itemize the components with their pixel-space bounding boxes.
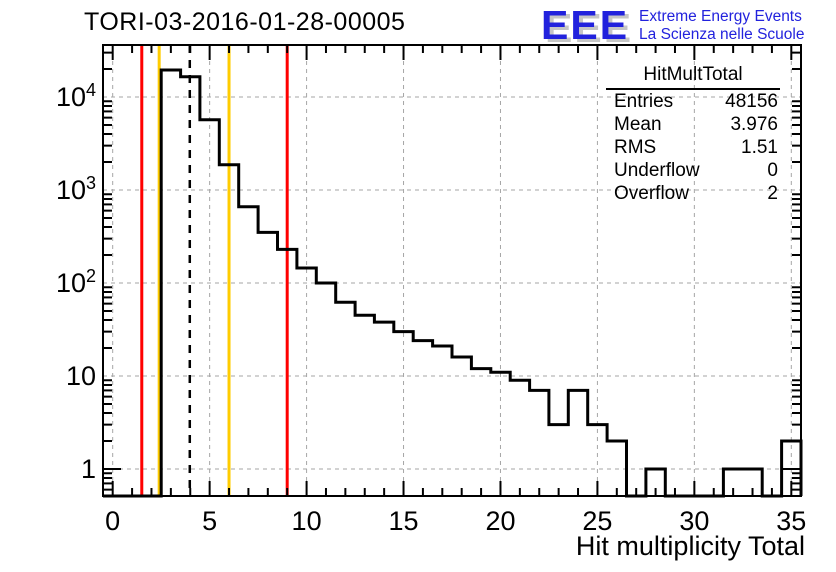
plot-title: TORI-03-2016-01-28-00005 xyxy=(84,8,406,36)
y-tick-label: 103 xyxy=(56,173,96,205)
stats-box-rows: Entries 48156 Mean 3.976 RMS 1.51 Underflow 0 Ov… xyxy=(606,90,780,205)
y-tick-label: 102 xyxy=(56,266,96,298)
stat-row-underflow: Underflow 0 xyxy=(606,159,780,182)
stat-value: 3.976 xyxy=(730,114,778,135)
x-tick-label: 5 xyxy=(202,506,217,536)
eee-logo: EEE Extreme Energy Events La Scienza nel… xyxy=(541,2,805,48)
x-tick-label: 30 xyxy=(679,506,709,536)
histogram-step-line xyxy=(103,68,803,498)
stat-value: 0 xyxy=(767,160,778,181)
eee-logo-line2: La Scienza nelle Scuole xyxy=(639,26,805,43)
stat-label: Entries xyxy=(614,91,674,112)
x-tick-label: 0 xyxy=(105,506,120,536)
x-tick-label: 20 xyxy=(485,506,515,536)
stat-row-mean: Mean 3.976 xyxy=(606,113,780,136)
x-tick-label: 10 xyxy=(292,506,322,536)
eee-logo-line1: Extreme Energy Events xyxy=(639,8,802,25)
y-tick-label: 104 xyxy=(56,80,96,112)
stats-box-title: HitMultTotal xyxy=(606,64,780,90)
stat-row-overflow: Overflow 2 xyxy=(606,182,780,205)
stat-row-rms: RMS 1.51 xyxy=(606,136,780,159)
eee-logo-text: Extreme Energy Events La Scienza nelle S… xyxy=(639,5,804,44)
stat-value: 2 xyxy=(767,183,778,204)
stat-value: 48156 xyxy=(725,91,778,112)
stats-box: HitMultTotal Entries 48156 Mean 3.976 RMS 1.5… xyxy=(606,64,780,205)
x-axis-title: Hit multiplicity Total xyxy=(575,531,805,561)
x-tick-label: 25 xyxy=(582,506,612,536)
y-tick-label: 10 xyxy=(66,361,96,391)
x-tick-label: 35 xyxy=(776,506,806,536)
stat-label: Underflow xyxy=(614,160,700,181)
plot-frame xyxy=(102,44,802,497)
stat-row-entries: Entries 48156 xyxy=(606,90,780,113)
stat-value: 1.51 xyxy=(741,137,778,158)
stat-label: Mean xyxy=(614,114,662,135)
eee-logo-letters: EEE xyxy=(541,2,630,48)
stat-label: RMS xyxy=(614,137,657,158)
stat-label: Overflow xyxy=(614,183,689,204)
y-tick-label: 1 xyxy=(81,454,96,484)
x-tick-label: 15 xyxy=(389,506,419,536)
